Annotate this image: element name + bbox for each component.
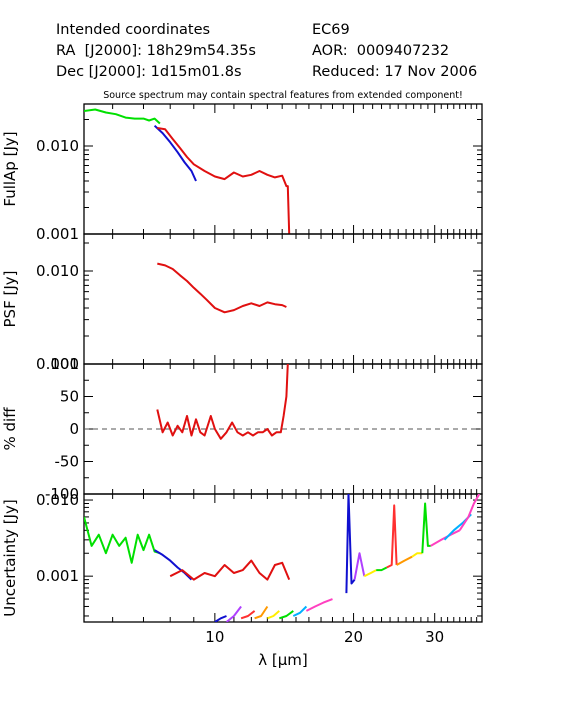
diff-ylabel: % diff [1, 407, 19, 451]
extended-component-note: Source spectrum may contain spectral fea… [103, 90, 463, 101]
uncertainty-series-13 [363, 569, 377, 578]
psf-ylabel: PSF [Jy] [1, 271, 19, 328]
diff-ytick-label: 100 [50, 355, 79, 373]
fullap-ytick-label: 0.001 [36, 225, 79, 243]
diff-series-0 [156, 364, 289, 440]
fullap-series-2 [157, 127, 291, 234]
uncertainty-series-12 [353, 552, 366, 580]
uncertainty-series-0 [84, 516, 161, 564]
diff-ytick-label: -50 [55, 453, 80, 471]
uncertainty-series-2 [169, 559, 291, 581]
intended-coordinates-title: Intended coordinates [56, 22, 211, 38]
psf-frame [83, 233, 483, 365]
uncertainty-series-6 [254, 605, 269, 620]
uncertainty-xtick-label: 10 [205, 628, 224, 646]
uncertainty-series-9 [292, 605, 308, 617]
psf-ytick-label: 0.010 [36, 262, 79, 280]
aor-label: AOR: 0009407232 [312, 43, 450, 59]
fullap-frame [83, 103, 483, 235]
uncertainty-series-18 [421, 502, 431, 554]
uncertainty-series-5 [240, 610, 256, 620]
uncertainty-series-10 [305, 598, 333, 612]
uncertainty-series-7 [267, 610, 280, 620]
uncertainty-series-8 [278, 610, 294, 620]
fullap-series-1 [153, 124, 197, 182]
uncertainty-ytick-label: 0.001 [36, 567, 79, 585]
uncertainty-series-11 [345, 494, 356, 594]
psf-ytick-label: 0.001 [36, 355, 79, 373]
ra-label: RA [J2000]: 18h29m54.35s [56, 43, 256, 59]
fullap-ylabel: FullAp [Jy] [1, 131, 19, 206]
uncertainty-series-21 [458, 494, 481, 531]
fullap-ytick-label: 0.010 [36, 137, 79, 155]
uncertainty-series-15 [386, 504, 398, 569]
uncertainty-ytick-label: 0.010 [36, 491, 79, 509]
uncertainty-series-3 [214, 615, 227, 622]
uncertainty-series-14 [376, 566, 388, 572]
uncertainty-series-17 [411, 552, 423, 558]
uncertainty-series-16 [396, 555, 413, 566]
fullap-series-0 [84, 108, 161, 125]
x-axis-label: λ [μm] [258, 651, 308, 669]
uncertainty-series-4 [225, 605, 242, 622]
reduced-date: Reduced: 17 Nov 2006 [312, 64, 478, 80]
uncertainty-xtick-label: 30 [425, 628, 444, 646]
uncertainty-xtick-label: 20 [344, 628, 363, 646]
dec-label: Dec [J2000]: 1d15m01.8s [56, 64, 242, 80]
uncertainty-frame [83, 493, 483, 623]
diff-ytick-label: 50 [60, 388, 79, 406]
object-name: EC69 [312, 22, 350, 38]
psf-series-0 [157, 262, 287, 314]
uncertainty-ylabel: Uncertainty [Jy] [1, 499, 19, 616]
diff-ytick-label: -100 [45, 485, 79, 503]
diff-ytick-label: 0 [69, 420, 79, 438]
